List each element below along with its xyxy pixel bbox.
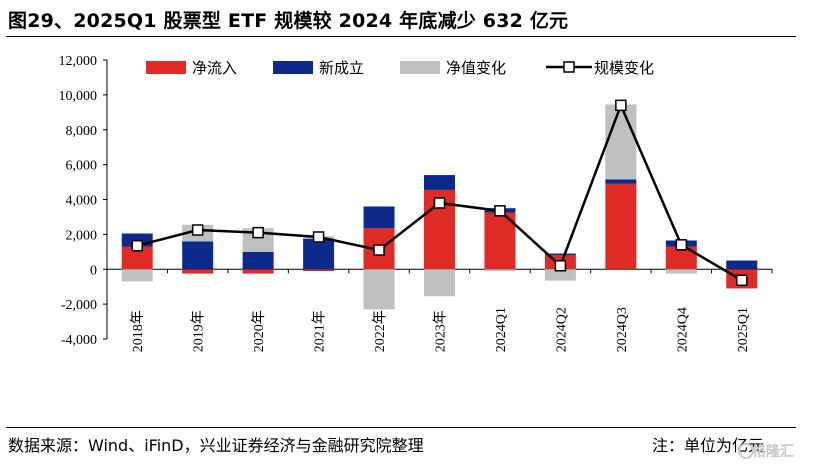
bar-nav-change — [484, 269, 516, 271]
x-tick-label: 2024Q4 — [675, 307, 690, 352]
source-note: 数据来源：Wind、iFinD，兴业证券经济与金融研究院整理 — [8, 436, 424, 455]
watermark-logo-icon — [738, 443, 754, 459]
bar-net-inflow — [121, 246, 153, 270]
x-tick-label: 2021年 — [312, 310, 328, 352]
x-tick-label: 2019年 — [191, 310, 207, 352]
y-tick-label: -2,000 — [61, 298, 97, 313]
bar-nav-change — [544, 269, 576, 281]
y-tick-label: 12,000 — [59, 54, 98, 69]
line-series — [131, 99, 748, 287]
unit-note: 注：单位为亿元 — [652, 436, 765, 455]
legend-swatch-net-inflow — [146, 61, 186, 74]
bar-nav-change — [605, 104, 637, 180]
footer-rule — [6, 427, 796, 428]
y-tick-label: 10,000 — [59, 89, 98, 104]
axes: -4,000 -2,000 0 2,000 4,000 6,000 8,000 10,000 1… — [59, 54, 773, 348]
line-point — [433, 197, 446, 209]
bar-nav-change — [424, 269, 455, 297]
bar-nav-change — [121, 269, 153, 282]
line-point — [312, 231, 325, 243]
line-point — [191, 224, 204, 236]
y-tick-label: 8,000 — [66, 124, 98, 139]
bar-net-inflow — [665, 246, 697, 270]
y-tick-label: -4,000 — [61, 333, 97, 348]
x-tick-label: 2024Q3 — [615, 307, 630, 352]
line-point — [494, 205, 506, 217]
x-axis-labels: 2018年 2019年 2020年 2021年 2022年 2023年 2024Q1 2024… — [130, 307, 751, 352]
x-tick-label: 2024Q2 — [554, 307, 569, 352]
bar-new-listing — [605, 179, 637, 184]
y-tick-label: 6,000 — [66, 159, 98, 174]
bar-new-listing — [242, 251, 274, 270]
legend-swatch-nav-change — [400, 61, 440, 74]
legend-label: 净值变化 — [446, 59, 506, 77]
bar-new-listing — [363, 206, 395, 229]
bar-new-listing — [726, 260, 758, 270]
bar-net-inflow — [242, 269, 274, 274]
x-tick-label: 2020年 — [251, 310, 267, 352]
x-tick-label: 2018年 — [130, 310, 146, 352]
bar-new-listing — [544, 253, 576, 256]
x-tick-label: 2022年 — [372, 310, 388, 352]
legend-marker — [563, 61, 575, 73]
watermark: 格隆汇 — [752, 444, 794, 460]
bar-nav-change — [665, 269, 697, 274]
legend-label: 净流入 — [192, 59, 237, 77]
chart-title: 图29、2025Q1 股票型 ETF 规模较 2024 年底减少 632 亿元 — [8, 10, 569, 32]
bar-net-inflow — [484, 212, 516, 270]
bar-new-listing — [182, 241, 214, 270]
bar-new-listing — [303, 238, 335, 270]
legend-label: 新成立 — [319, 59, 364, 77]
line-point — [615, 99, 627, 112]
bar-nav-change — [363, 269, 395, 310]
y-tick-label: 2,000 — [66, 228, 98, 243]
line-point — [736, 274, 748, 287]
y-tick-label: 0 — [90, 263, 97, 278]
x-tick-label: 2025Q1 — [736, 307, 751, 352]
line-point — [252, 226, 264, 239]
x-tick-label: 2024Q1 — [494, 307, 509, 352]
x-tick-label: 2023年 — [433, 310, 449, 352]
bar-net-inflow — [182, 269, 214, 274]
title-rule — [6, 36, 796, 37]
legend-swatch-new-listing — [273, 61, 313, 74]
bar-new-listing — [424, 175, 455, 190]
bar-net-inflow — [605, 183, 637, 270]
line-point — [675, 239, 688, 251]
legend-label: 规模变化 — [594, 59, 654, 77]
bar-net-inflow — [303, 269, 335, 271]
line-point — [373, 244, 385, 256]
legend: 净流入 新成立 净值变化 规模变化 — [146, 59, 654, 77]
line-point — [554, 260, 567, 272]
y-tick-label: 4,000 — [66, 194, 98, 209]
line-point — [131, 239, 143, 252]
